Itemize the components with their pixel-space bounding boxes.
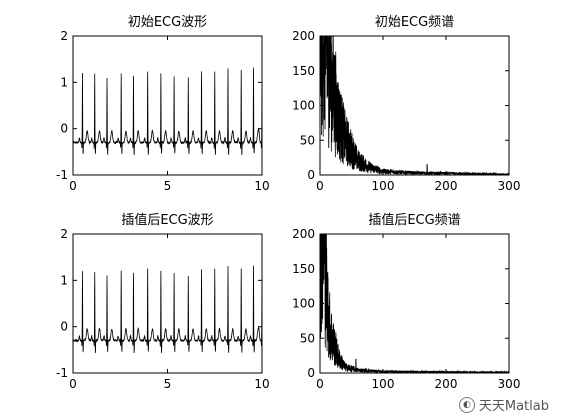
chart-title: 初始ECG波形 <box>128 15 207 30</box>
x-tick-label: 10 <box>254 179 269 193</box>
y-tick-label: 150 <box>292 262 315 276</box>
x-tick-label: 200 <box>435 179 458 193</box>
x-tick-label: 0 <box>316 377 324 391</box>
y-tick-label: 150 <box>292 64 315 78</box>
x-tick-label: 300 <box>498 377 521 391</box>
y-tick-label: 50 <box>300 133 315 147</box>
x-tick-label: 0 <box>316 179 324 193</box>
series-line <box>73 67 262 156</box>
y-tick-label: 100 <box>292 99 315 113</box>
y-tick-label: 50 <box>300 331 315 345</box>
y-tick-label: 0 <box>307 168 315 182</box>
y-tick-label: 0 <box>60 320 68 334</box>
x-tick-label: 100 <box>372 179 395 193</box>
y-tick-label: 200 <box>292 227 315 241</box>
y-tick-label: 100 <box>292 297 315 311</box>
chart-title: 插值后ECG波形 <box>121 212 213 228</box>
subplot-2: 初始ECG频谱 0 100 200 300 0 50 100 150 200 <box>292 15 521 193</box>
watermark-text: 天天Matlab <box>478 399 549 414</box>
subplot-4: 插值后ECG频谱 0 100 200 300 0 50 100 150 200 <box>292 212 521 391</box>
axes-box <box>72 233 263 374</box>
y-tick-label: 200 <box>292 29 315 43</box>
y-tick-label: 0 <box>60 122 68 136</box>
x-tick-label: 5 <box>164 377 172 391</box>
x-tick-label: 200 <box>435 377 458 391</box>
x-tick-label: 100 <box>372 377 395 391</box>
y-tick-label: 2 <box>60 227 68 241</box>
chart-title: 初始ECG频谱 <box>375 15 454 30</box>
axes-box <box>72 35 263 176</box>
wechat-icon: ◐ <box>458 396 475 413</box>
y-tick-label: -1 <box>56 366 68 380</box>
series-line <box>73 265 262 353</box>
x-tick-label: 10 <box>254 377 269 391</box>
x-tick-label: 0 <box>69 377 77 391</box>
y-tick-label: -1 <box>56 168 68 182</box>
y-tick-label: 1 <box>60 75 68 89</box>
x-tick-label: 0 <box>69 179 77 193</box>
x-tick-label: 5 <box>164 179 172 193</box>
y-tick-label: 1 <box>60 273 68 287</box>
chart-title: 插值后ECG频谱 <box>368 212 460 228</box>
x-tick-label: 300 <box>498 179 521 193</box>
y-tick-label: 2 <box>60 29 68 43</box>
watermark: ◐ 天天Matlab <box>458 395 549 414</box>
y-tick-label: 0 <box>307 366 315 380</box>
axes-box <box>319 233 510 374</box>
